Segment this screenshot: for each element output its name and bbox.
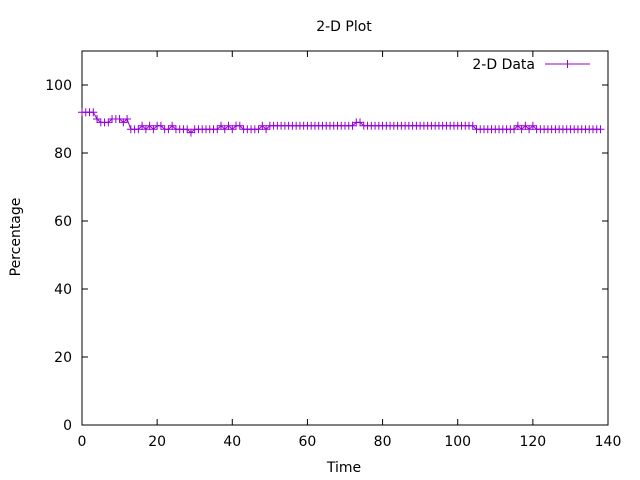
data-point <box>145 121 154 130</box>
data-point <box>115 115 124 123</box>
x-tick-label: 40 <box>223 434 241 450</box>
x-tick-label: 100 <box>444 434 471 450</box>
data-point <box>262 125 271 134</box>
data-point <box>596 125 605 134</box>
data-point <box>89 108 98 117</box>
y-tick-label: 0 <box>63 418 72 434</box>
y-tick-label: 100 <box>45 78 72 94</box>
data-point <box>228 125 237 134</box>
data-point <box>168 121 177 130</box>
x-tick-label: 140 <box>595 434 622 450</box>
data-point <box>258 121 267 130</box>
x-tick-label: 0 <box>78 434 87 450</box>
legend-label: 2-D Data <box>472 57 535 73</box>
x-axis-label: Time <box>326 460 361 476</box>
data-point <box>149 125 158 134</box>
data-point <box>138 121 147 130</box>
data-point <box>183 125 192 134</box>
y-axis-label: Percentage <box>8 198 24 277</box>
x-tick-label: 80 <box>374 434 392 450</box>
data-point <box>525 125 534 134</box>
data-point <box>186 128 195 137</box>
data-point <box>213 125 222 134</box>
data-point <box>93 115 102 123</box>
x-tick-label: 60 <box>299 434 317 450</box>
plot-frame <box>81 50 609 426</box>
y-tick-label: 40 <box>54 282 72 298</box>
x-tick-label: 120 <box>519 434 546 450</box>
data-point <box>510 125 519 134</box>
data-point <box>513 121 522 130</box>
data-point <box>468 121 477 130</box>
y-tick-label: 20 <box>54 350 72 366</box>
data-point <box>104 118 113 127</box>
data-point <box>119 118 128 127</box>
series-layer <box>78 108 605 137</box>
data-point <box>141 125 150 134</box>
data-point <box>356 118 365 127</box>
legend-marker-sample <box>563 60 572 68</box>
data-point <box>517 125 526 134</box>
data-point <box>134 125 143 134</box>
data-point <box>348 121 357 130</box>
data-point <box>217 121 226 130</box>
data-point <box>164 125 173 134</box>
data-point <box>235 121 244 130</box>
data-point <box>156 121 165 130</box>
chart-title: 2-D Plot <box>316 19 372 35</box>
data-point <box>528 121 537 130</box>
data-point <box>521 121 530 130</box>
y-tick-label: 60 <box>54 214 72 230</box>
data-point <box>254 125 263 134</box>
data-point <box>123 115 132 123</box>
x-tick-label: 20 <box>148 434 166 450</box>
y-tick-label: 80 <box>54 146 72 162</box>
data-point <box>220 125 229 134</box>
data-point <box>224 121 233 130</box>
legend: 2-D Data <box>472 57 590 73</box>
axis-ticks: 0 20 40 60 80 100 120 140 0 20 40 60 80 100 <box>45 51 621 450</box>
